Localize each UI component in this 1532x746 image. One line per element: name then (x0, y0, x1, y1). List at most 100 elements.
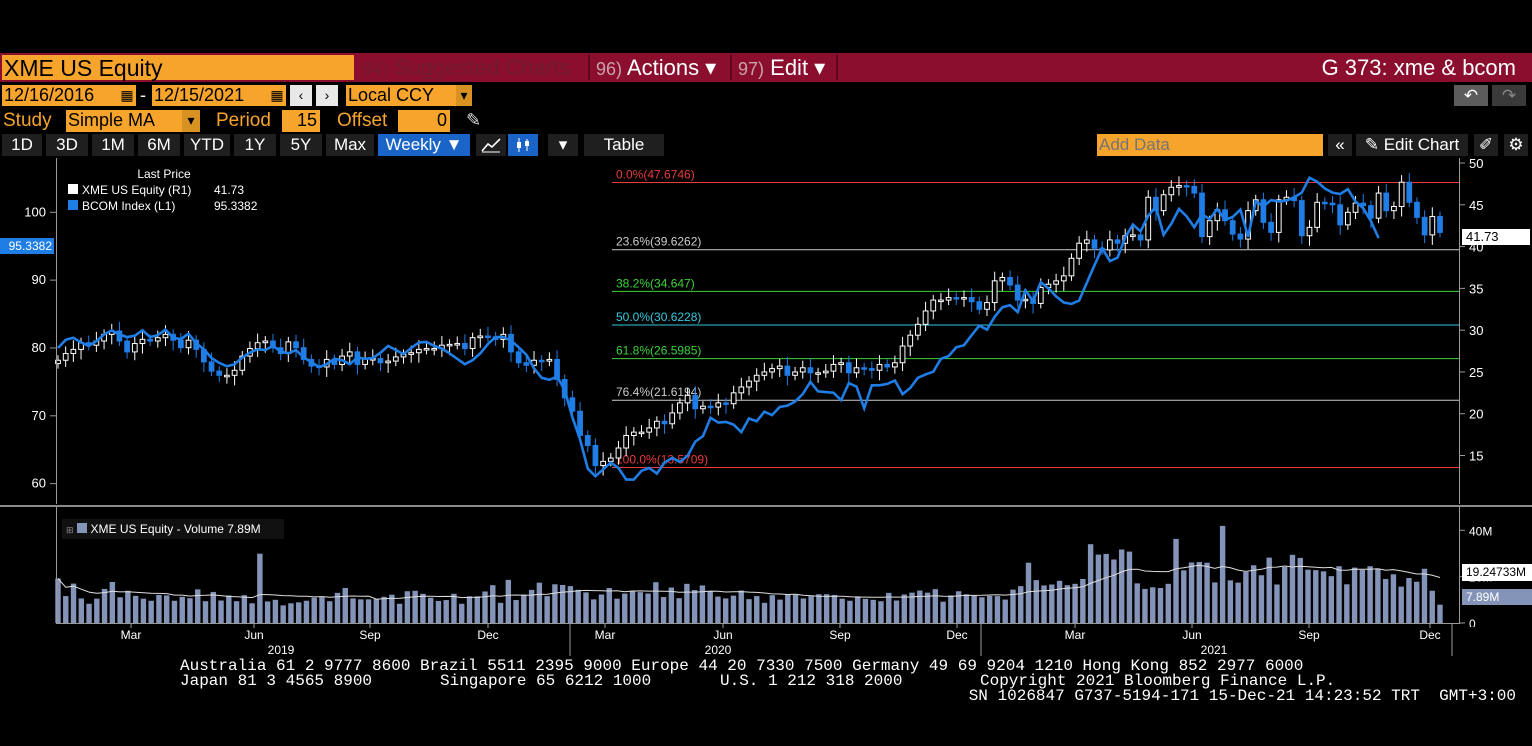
volume-bar (1375, 568, 1381, 623)
volume-bar (691, 590, 698, 623)
volume-bar (427, 597, 434, 623)
candle-body (930, 299, 937, 312)
volume-bar (443, 600, 449, 623)
chevron-down-icon[interactable]: ▾ (548, 134, 578, 156)
period-6m-button[interactable]: 6M (138, 134, 180, 156)
volume-bar (459, 603, 465, 623)
candle-body (607, 457, 614, 462)
volume-bar (1025, 562, 1032, 623)
pencil-icon[interactable]: ✎ (466, 110, 482, 130)
volume-bar (699, 585, 706, 623)
price-chart[interactable]: 0.0%(47.6746) 23.6%(39.6262) 38.2%(34.647)… (0, 158, 1532, 508)
study-select[interactable]: Simple MA (66, 110, 182, 132)
candle-body (838, 362, 845, 365)
candle-body (692, 394, 699, 410)
fib-label: 0.0%(47.6746) (616, 167, 695, 181)
line-chart-icon[interactable] (476, 134, 506, 156)
table-button[interactable]: Table (584, 134, 664, 156)
volume-bar (1313, 570, 1319, 623)
candle-body (776, 365, 783, 370)
edit-chart-button[interactable]: ✎ Edit Chart (1356, 134, 1468, 156)
period-1m-button[interactable]: 1M (92, 134, 134, 156)
prev-period-icon[interactable]: ‹ (290, 85, 312, 106)
actions-menu[interactable]: 96) Actions ▾ (596, 55, 726, 80)
candle-body (1437, 216, 1443, 233)
security-input[interactable]: XME US Equity (2, 55, 354, 81)
undo-icon[interactable]: ↶ (1454, 85, 1488, 106)
suggested-charts-menu[interactable]: 94) Suggested Charts (362, 55, 582, 80)
volume-bar (1382, 578, 1389, 623)
candle-body (715, 402, 722, 408)
add-data-input[interactable] (1097, 134, 1323, 156)
candle-body (147, 338, 154, 342)
right-tick-label: 45 (1469, 198, 1483, 213)
volume-bar (660, 597, 667, 623)
volume-bar (917, 590, 923, 623)
volume-chart[interactable]: 40M20M0 (0, 507, 1532, 627)
volume-bar (288, 603, 294, 623)
x-month-label: Sep (829, 628, 851, 642)
volume-bar (1282, 566, 1288, 623)
volume-bar (474, 596, 480, 623)
currency-select[interactable]: Local CCY (346, 85, 456, 106)
offset-input[interactable]: 0 (398, 110, 450, 132)
volume-bar (86, 603, 92, 623)
pane-divider[interactable] (0, 505, 1532, 507)
frequency-select[interactable]: Weekly ▼ (378, 134, 470, 156)
volume-bar (179, 596, 185, 623)
period-ytd-button[interactable]: YTD (184, 134, 230, 156)
next-period-icon[interactable]: › (316, 85, 338, 106)
candle-body (224, 374, 230, 378)
volume-bar (816, 594, 822, 623)
volume-bar (924, 592, 931, 623)
period-max-button[interactable]: Max (326, 134, 374, 156)
period-5y-button[interactable]: 5Y (280, 134, 322, 156)
chevron-down-icon[interactable]: ▾ (182, 110, 200, 132)
chevron-down-icon[interactable]: ▾ (456, 85, 472, 106)
volume-bar (396, 603, 403, 623)
right-axis-line (1459, 158, 1460, 504)
edit-menu[interactable]: 97) Edit ▾ (738, 55, 838, 80)
candlestick-icon[interactable] (508, 134, 538, 156)
annotate-icon[interactable]: ✐ (1474, 134, 1498, 156)
volume-bar (1150, 587, 1156, 623)
legend-value-bcom: 95.3382 (214, 199, 258, 213)
end-calendar-icon[interactable]: ▦ (268, 85, 286, 106)
start-date-field[interactable]: 12/16/2016 (2, 85, 118, 106)
candle-body (1360, 202, 1367, 207)
candle-body (707, 405, 714, 409)
volume-bar (373, 598, 380, 623)
volume-bar (63, 596, 69, 623)
end-date-field[interactable]: 12/15/2021 (152, 85, 268, 106)
candle-body (408, 352, 415, 355)
menu-divider (588, 55, 590, 80)
redo-icon[interactable]: ↷ (1492, 85, 1526, 106)
candle-body (807, 367, 814, 374)
legend-name-xme: XME US Equity (R1) (82, 183, 192, 197)
gear-icon[interactable]: ⚙ (1504, 134, 1528, 156)
volume-bar (1118, 549, 1125, 623)
x-month-label: Sep (1298, 628, 1320, 642)
legend-item-bcom: BCOM Index (L1) 95.3382 (62, 198, 266, 214)
period-input[interactable]: 15 (282, 110, 320, 132)
collapse-icon[interactable]: « (1328, 134, 1352, 156)
volume-bar (606, 587, 612, 623)
candle-body (538, 359, 545, 363)
candle-body (1391, 205, 1397, 212)
volume-bar (1041, 585, 1047, 623)
fib-label: 50.0%(30.6228) (616, 310, 701, 324)
candle-body (1130, 234, 1136, 237)
volume-bar (653, 582, 659, 623)
expand-icon[interactable]: ⊞ (66, 525, 74, 535)
period-3d-button[interactable]: 3D (46, 134, 88, 156)
volume-bar (552, 584, 558, 623)
start-calendar-icon[interactable]: ▦ (118, 85, 136, 106)
candle-body (653, 420, 660, 429)
right-tick-label: 35 (1469, 281, 1483, 296)
candle-body (554, 358, 560, 380)
volume-bar (909, 592, 915, 623)
candle-body (293, 341, 299, 349)
period-1d-button[interactable]: 1D (2, 134, 42, 156)
xme-last-tag: 41.73 (1462, 229, 1530, 245)
period-1y-button[interactable]: 1Y (234, 134, 276, 156)
